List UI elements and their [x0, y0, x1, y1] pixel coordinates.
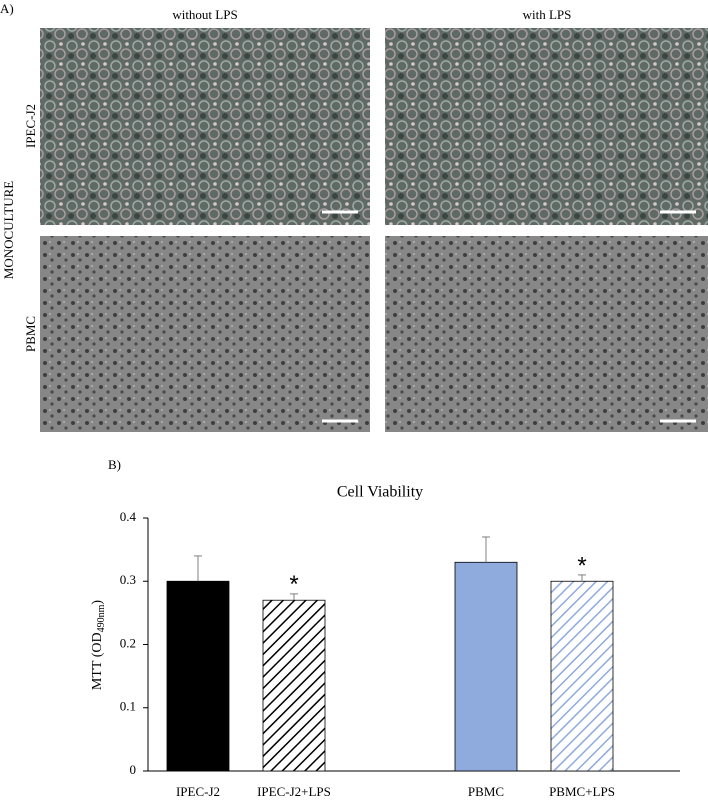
- chart-title: Cell Viability: [337, 484, 423, 501]
- y-tick-label: 0.4: [120, 509, 137, 524]
- panel-label: A): [0, 1, 14, 16]
- y-axis-label-part: ): [90, 600, 105, 605]
- bar: [262, 599, 326, 772]
- column-title: with LPS: [523, 7, 572, 22]
- row-label: PBMC: [23, 316, 38, 352]
- y-tick-label: 0.1: [120, 699, 136, 714]
- x-tick-label: PBMC: [468, 784, 504, 799]
- y-axis-label-sub: 490nm: [96, 604, 107, 632]
- row-label: IPEC-J2: [23, 104, 38, 148]
- y-axis-label-part: MTT (OD: [90, 632, 105, 690]
- y-tick-label: 0.2: [120, 635, 136, 650]
- significance-marker: *: [289, 571, 298, 598]
- bar: [454, 561, 518, 772]
- panel-label: B): [108, 457, 121, 472]
- significance-marker: *: [577, 552, 586, 579]
- x-tick-label: IPEC-J2: [176, 784, 220, 799]
- y-tick-label: 0: [130, 762, 137, 777]
- micrograph: [40, 28, 370, 225]
- micrograph: [385, 28, 708, 225]
- bar: [166, 580, 230, 772]
- micrograph: [40, 236, 370, 432]
- x-tick-label: PBMC+LPS: [549, 784, 615, 799]
- micrograph: [385, 236, 708, 432]
- y-axis-label: MTT (OD490nm): [90, 600, 107, 690]
- column-title: without LPS: [172, 7, 237, 22]
- x-tick-label: IPEC-J2+LPS: [257, 784, 331, 799]
- bar: [550, 580, 614, 772]
- y-tick-label: 0.3: [120, 572, 136, 587]
- group-label: MONOCULTURE: [1, 181, 16, 280]
